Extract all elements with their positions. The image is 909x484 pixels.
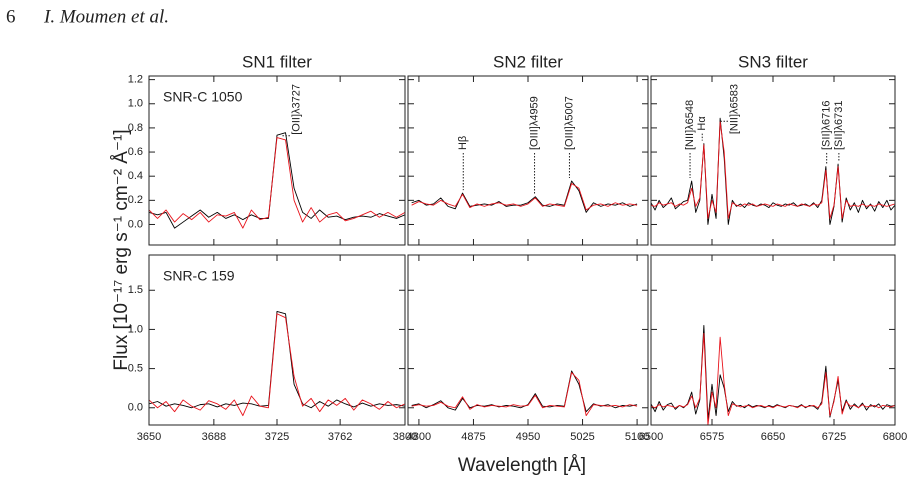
panel-frame <box>148 75 406 246</box>
y-tick-label: 0.0 <box>128 402 143 414</box>
x-tick-label: 4875 <box>461 431 485 443</box>
spectrum-line <box>149 310 405 409</box>
spectrum-line <box>411 182 638 211</box>
object-label: SNR-C 159 <box>163 268 235 284</box>
spectrum-line <box>651 117 895 225</box>
spectrum-line <box>149 137 405 229</box>
y-tick-label: 0.5 <box>128 363 143 375</box>
panel: SN2 filter Hβ [OIII]λ4959 [OIII]λ5007 <box>407 52 649 246</box>
y-tick-label: 0.6 <box>128 146 143 158</box>
y-tick-label: 0.2 <box>128 194 143 206</box>
spectrum-line <box>651 332 895 425</box>
x-tick-label: 6650 <box>761 431 785 443</box>
panel: 6500 6575 6650 6725 6800 <box>639 254 907 443</box>
panel: 0.0 0.5 1.0 1.5 3650 3688 3725 3762 3800 SNR-C 15… <box>128 254 417 443</box>
y-tick-label: 0.8 <box>128 122 143 134</box>
panel-title: SN1 filter <box>242 52 312 71</box>
x-tick-label: 3725 <box>265 431 289 443</box>
x-tick-label: 3762 <box>328 431 352 443</box>
line-label: Hα <box>696 116 708 131</box>
line-label: [NII]λ6583 <box>728 84 740 134</box>
line-label: [NII]λ6548 <box>684 100 696 150</box>
panel: 4800 4875 4950 5025 5100 <box>407 254 649 443</box>
x-tick-label: 4800 <box>407 431 431 443</box>
page-number: 6 <box>6 6 16 27</box>
line-label: Hβ <box>457 136 469 150</box>
x-tick-label: 3800 <box>393 431 417 443</box>
panel-frame <box>407 75 649 246</box>
x-tick-label: 5025 <box>570 431 594 443</box>
spectra <box>411 370 638 417</box>
line-label: [OII]λ3727 <box>290 84 302 135</box>
panel-frame <box>650 75 896 246</box>
spectrum-line <box>149 132 405 229</box>
x-axis-label: Wavelength [Å] <box>458 455 586 476</box>
spectrum-line <box>411 180 638 213</box>
x-tick-label: 6800 <box>883 431 907 443</box>
x-tick-label: 3688 <box>202 431 226 443</box>
line-label: [SII]λ6716 <box>821 100 833 150</box>
panel-frame <box>650 254 896 426</box>
x-tick-label: 3650 <box>137 431 161 443</box>
line-label: [SII]λ6731 <box>833 100 845 150</box>
y-tick-label: 0.0 <box>128 218 143 230</box>
spectrum-line <box>651 325 895 420</box>
panel: SN1 filter 0.0 0.2 0.4 0.6 0.8 1.0 1.2 SNR-C 105… <box>128 52 406 246</box>
panel-title: SN3 filter <box>738 52 808 71</box>
panel: SN3 filter [NII]λ6548 Hα [NII]λ6583 [SII]λ67… <box>650 52 896 246</box>
x-tick-label: 6575 <box>700 431 724 443</box>
x-tick-label: 6725 <box>822 431 846 443</box>
y-tick-label: 1.2 <box>128 74 143 86</box>
spectrum-line <box>411 372 638 417</box>
y-tick-label: 0.4 <box>128 170 143 182</box>
spectrum-line <box>651 121 895 219</box>
y-tick-label: 1.5 <box>128 284 143 296</box>
object-label: SNR-C 1050 <box>163 89 243 105</box>
spectrum-line <box>149 313 405 417</box>
panel-frame <box>407 254 649 426</box>
spectra <box>651 117 895 225</box>
x-tick-label: 4950 <box>516 431 540 443</box>
line-label: [OIII]λ5007 <box>563 96 575 150</box>
panel-frame <box>148 254 406 426</box>
spectra <box>149 310 405 417</box>
running-head: I. Moumen et al. <box>43 6 169 27</box>
y-axis-label: Flux [10⁻¹⁷ erg s⁻¹ cm⁻² Å⁻¹] <box>111 129 132 370</box>
y-tick-label: 1.0 <box>128 323 143 335</box>
spectra <box>149 132 405 229</box>
spectra <box>411 180 638 213</box>
spectra <box>651 325 895 425</box>
line-label: [OIII]λ4959 <box>528 96 540 150</box>
y-tick-label: 1.0 <box>128 98 143 110</box>
panel-title: SN2 filter <box>493 52 563 71</box>
x-tick-label: 6500 <box>639 431 663 443</box>
x-tick-label: 5100 <box>625 431 649 443</box>
